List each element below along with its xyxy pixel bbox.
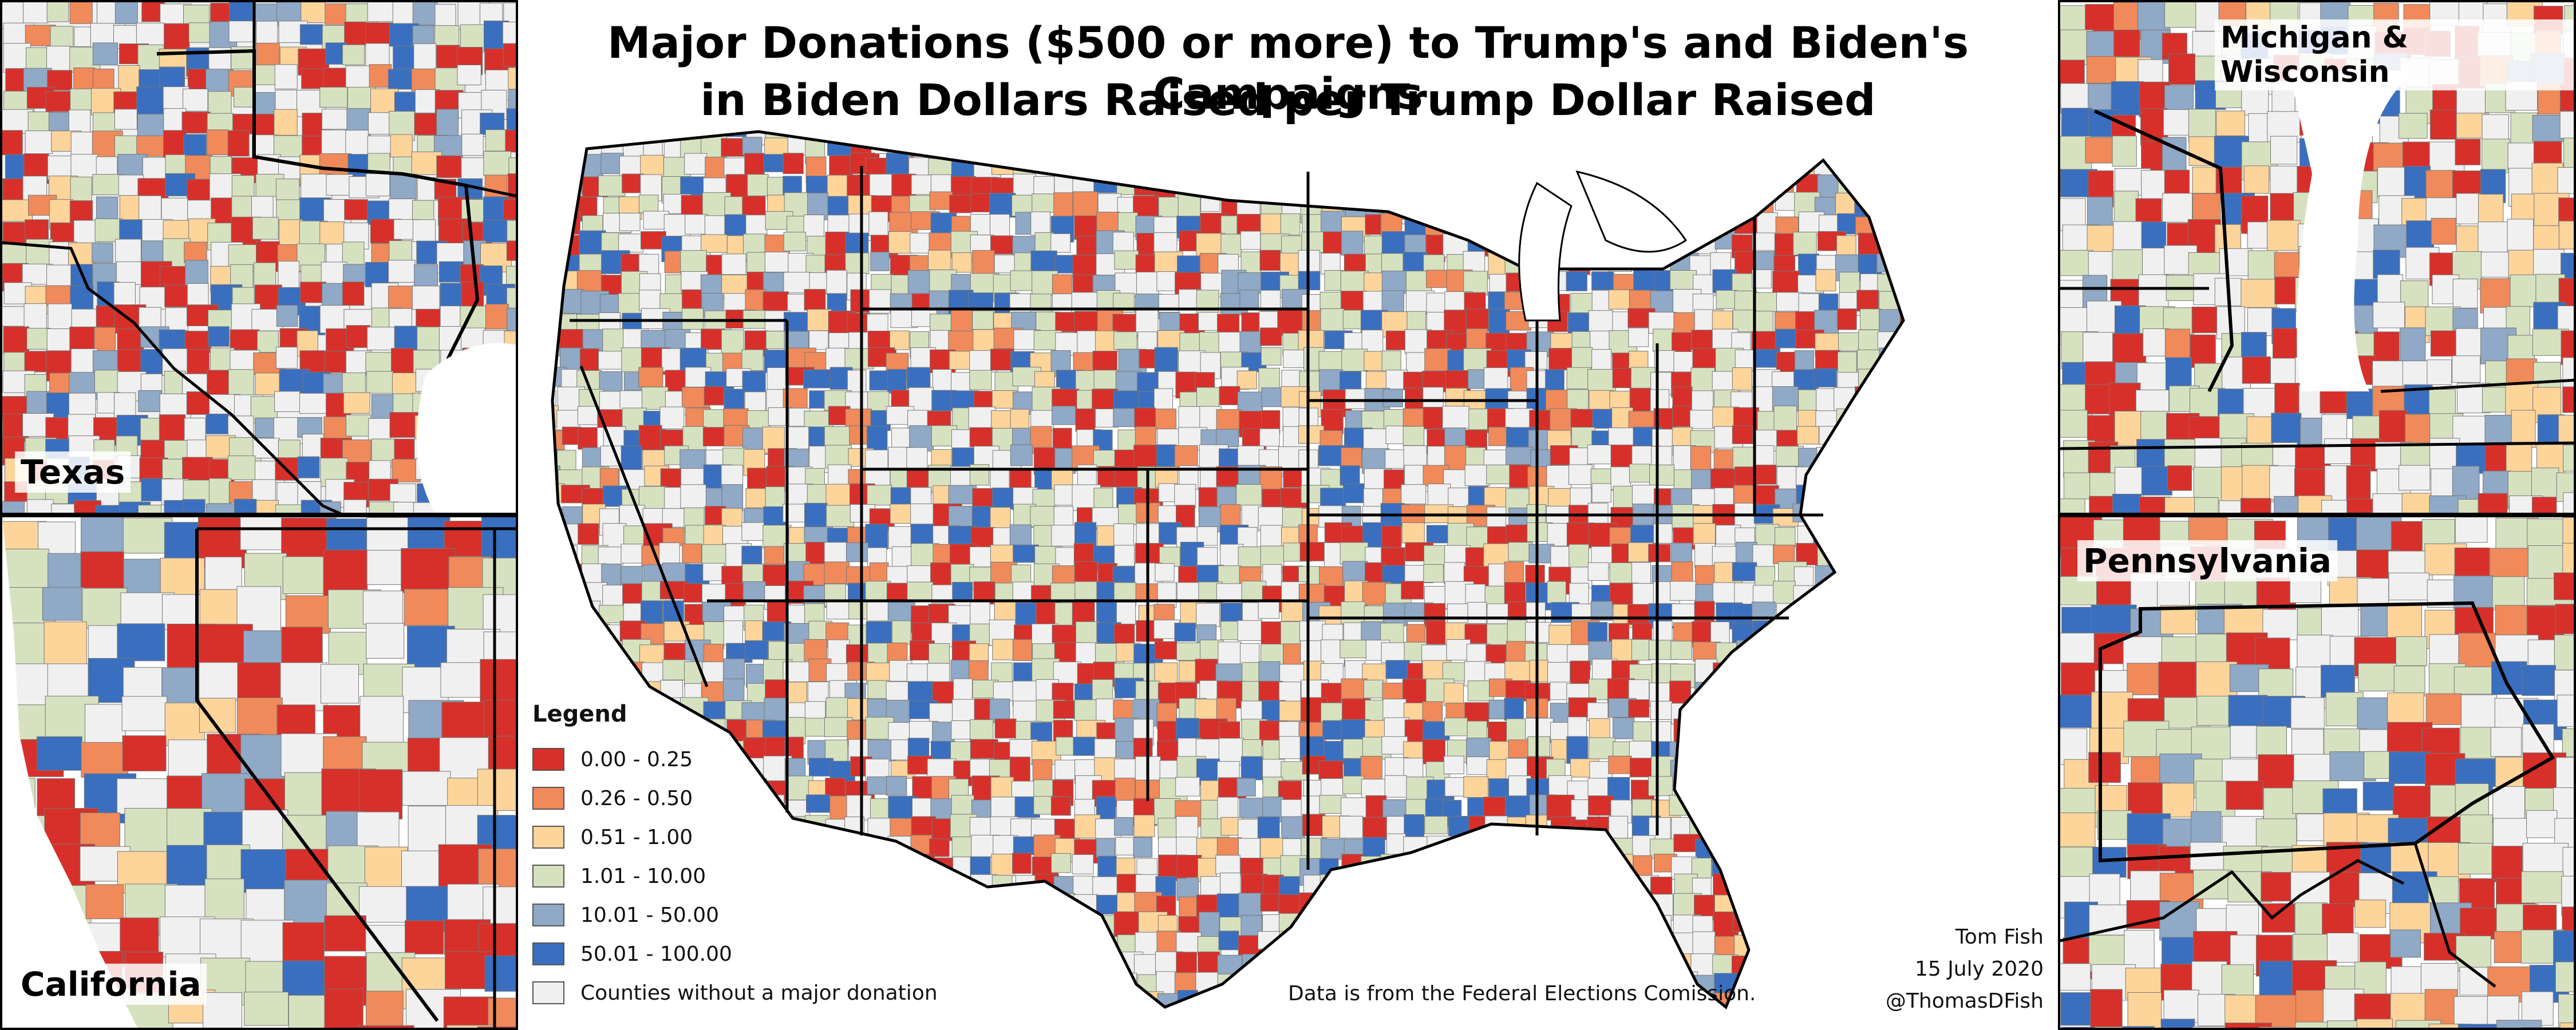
- california-inset-label: California: [15, 964, 207, 1005]
- map-title-line-2: in Biden Dollars Raised per Trump Dollar…: [700, 74, 1876, 125]
- legend-swatch: [532, 904, 564, 926]
- texas-inset-map: [2, 2, 516, 513]
- pennsylvania-inset-label: Pennsylvania: [2077, 540, 2337, 581]
- california-inset-map: [2, 517, 516, 1028]
- legend-label: 0.51 - 1.00: [580, 825, 693, 849]
- legend-title: Legend: [532, 701, 627, 727]
- pennsylvania-inset: Pennsylvania: [2058, 515, 2576, 1030]
- legend-swatch: [532, 787, 564, 810]
- legend-label: Counties without a major donation: [580, 981, 938, 1005]
- legend-swatch: [532, 826, 564, 849]
- legend: Legend 0.00 - 0.25 0.26 - 0.50 0.51 - 1.00…: [532, 701, 1048, 1012]
- main-us-county-map: [518, 0, 2058, 1030]
- legend-swatch: [532, 942, 564, 965]
- legend-label: 10.01 - 50.00: [580, 903, 719, 927]
- map-title-line-1: Major Donations ($500 or more) to Trump'…: [607, 17, 1969, 119]
- legend-item: 0.00 - 0.25: [532, 740, 1048, 779]
- legend-item: Counties without a major donation: [532, 973, 1048, 1012]
- texas-inset-label: Texas: [15, 451, 131, 493]
- legend-label: 50.01 - 100.00: [580, 942, 732, 966]
- legend-swatch: [532, 981, 564, 1004]
- legend-label: 0.00 - 0.25: [580, 747, 693, 771]
- legend-item: 10.01 - 50.00: [532, 896, 1048, 934]
- credit-block: Tom Fish 15 July 2020 @ThomasDFish: [1886, 921, 2044, 1017]
- legend-item: 50.01 - 100.00: [532, 934, 1048, 973]
- pennsylvania-inset-map: [2060, 517, 2574, 1028]
- legend-swatch: [532, 748, 564, 771]
- texas-inset: Texas: [0, 0, 518, 515]
- legend-label: 1.01 - 10.00: [580, 864, 706, 888]
- legend-item: 0.51 - 1.00: [532, 818, 1048, 857]
- california-inset: California: [0, 515, 518, 1030]
- credit-author: Tom Fish: [1955, 925, 2044, 949]
- legend-item: 0.26 - 0.50: [532, 779, 1048, 818]
- data-source-note: Data is from the Federal Elections Comis…: [1288, 982, 1756, 1005]
- michigan-wisconsin-inset-label: Michigan & Wisconsin: [2215, 19, 2574, 90]
- legend-swatch: [532, 865, 564, 888]
- legend-label: 0.26 - 0.50: [580, 786, 693, 810]
- legend-item: 1.01 - 10.00: [532, 857, 1048, 896]
- credit-date: 15 July 2020: [1914, 957, 2044, 981]
- michigan-wisconsin-inset: Michigan & Wisconsin: [2058, 0, 2576, 515]
- credit-handle: @ThomasDFish: [1885, 989, 2044, 1013]
